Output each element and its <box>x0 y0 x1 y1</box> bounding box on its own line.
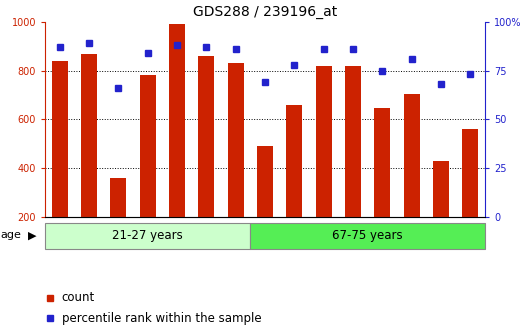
Bar <box>227 63 244 217</box>
Bar <box>250 223 485 249</box>
Bar <box>257 146 273 217</box>
Text: percentile rank within the sample: percentile rank within the sample <box>62 312 261 325</box>
Bar <box>139 76 156 217</box>
Bar <box>345 66 361 217</box>
Bar <box>433 161 449 217</box>
Bar <box>45 223 250 249</box>
Bar <box>110 178 127 217</box>
Bar <box>169 24 185 217</box>
Bar <box>81 53 97 217</box>
Title: GDS288 / 239196_at: GDS288 / 239196_at <box>193 5 337 19</box>
Text: count: count <box>62 291 95 304</box>
Bar <box>51 61 68 217</box>
Text: age: age <box>0 230 21 241</box>
Bar <box>198 56 215 217</box>
Text: ▶: ▶ <box>28 230 37 241</box>
Text: 21-27 years: 21-27 years <box>112 229 183 242</box>
Bar <box>462 129 479 217</box>
Bar <box>374 108 391 217</box>
Bar <box>403 94 420 217</box>
Text: 67-75 years: 67-75 years <box>332 229 403 242</box>
Bar <box>286 105 303 217</box>
Bar <box>315 66 332 217</box>
